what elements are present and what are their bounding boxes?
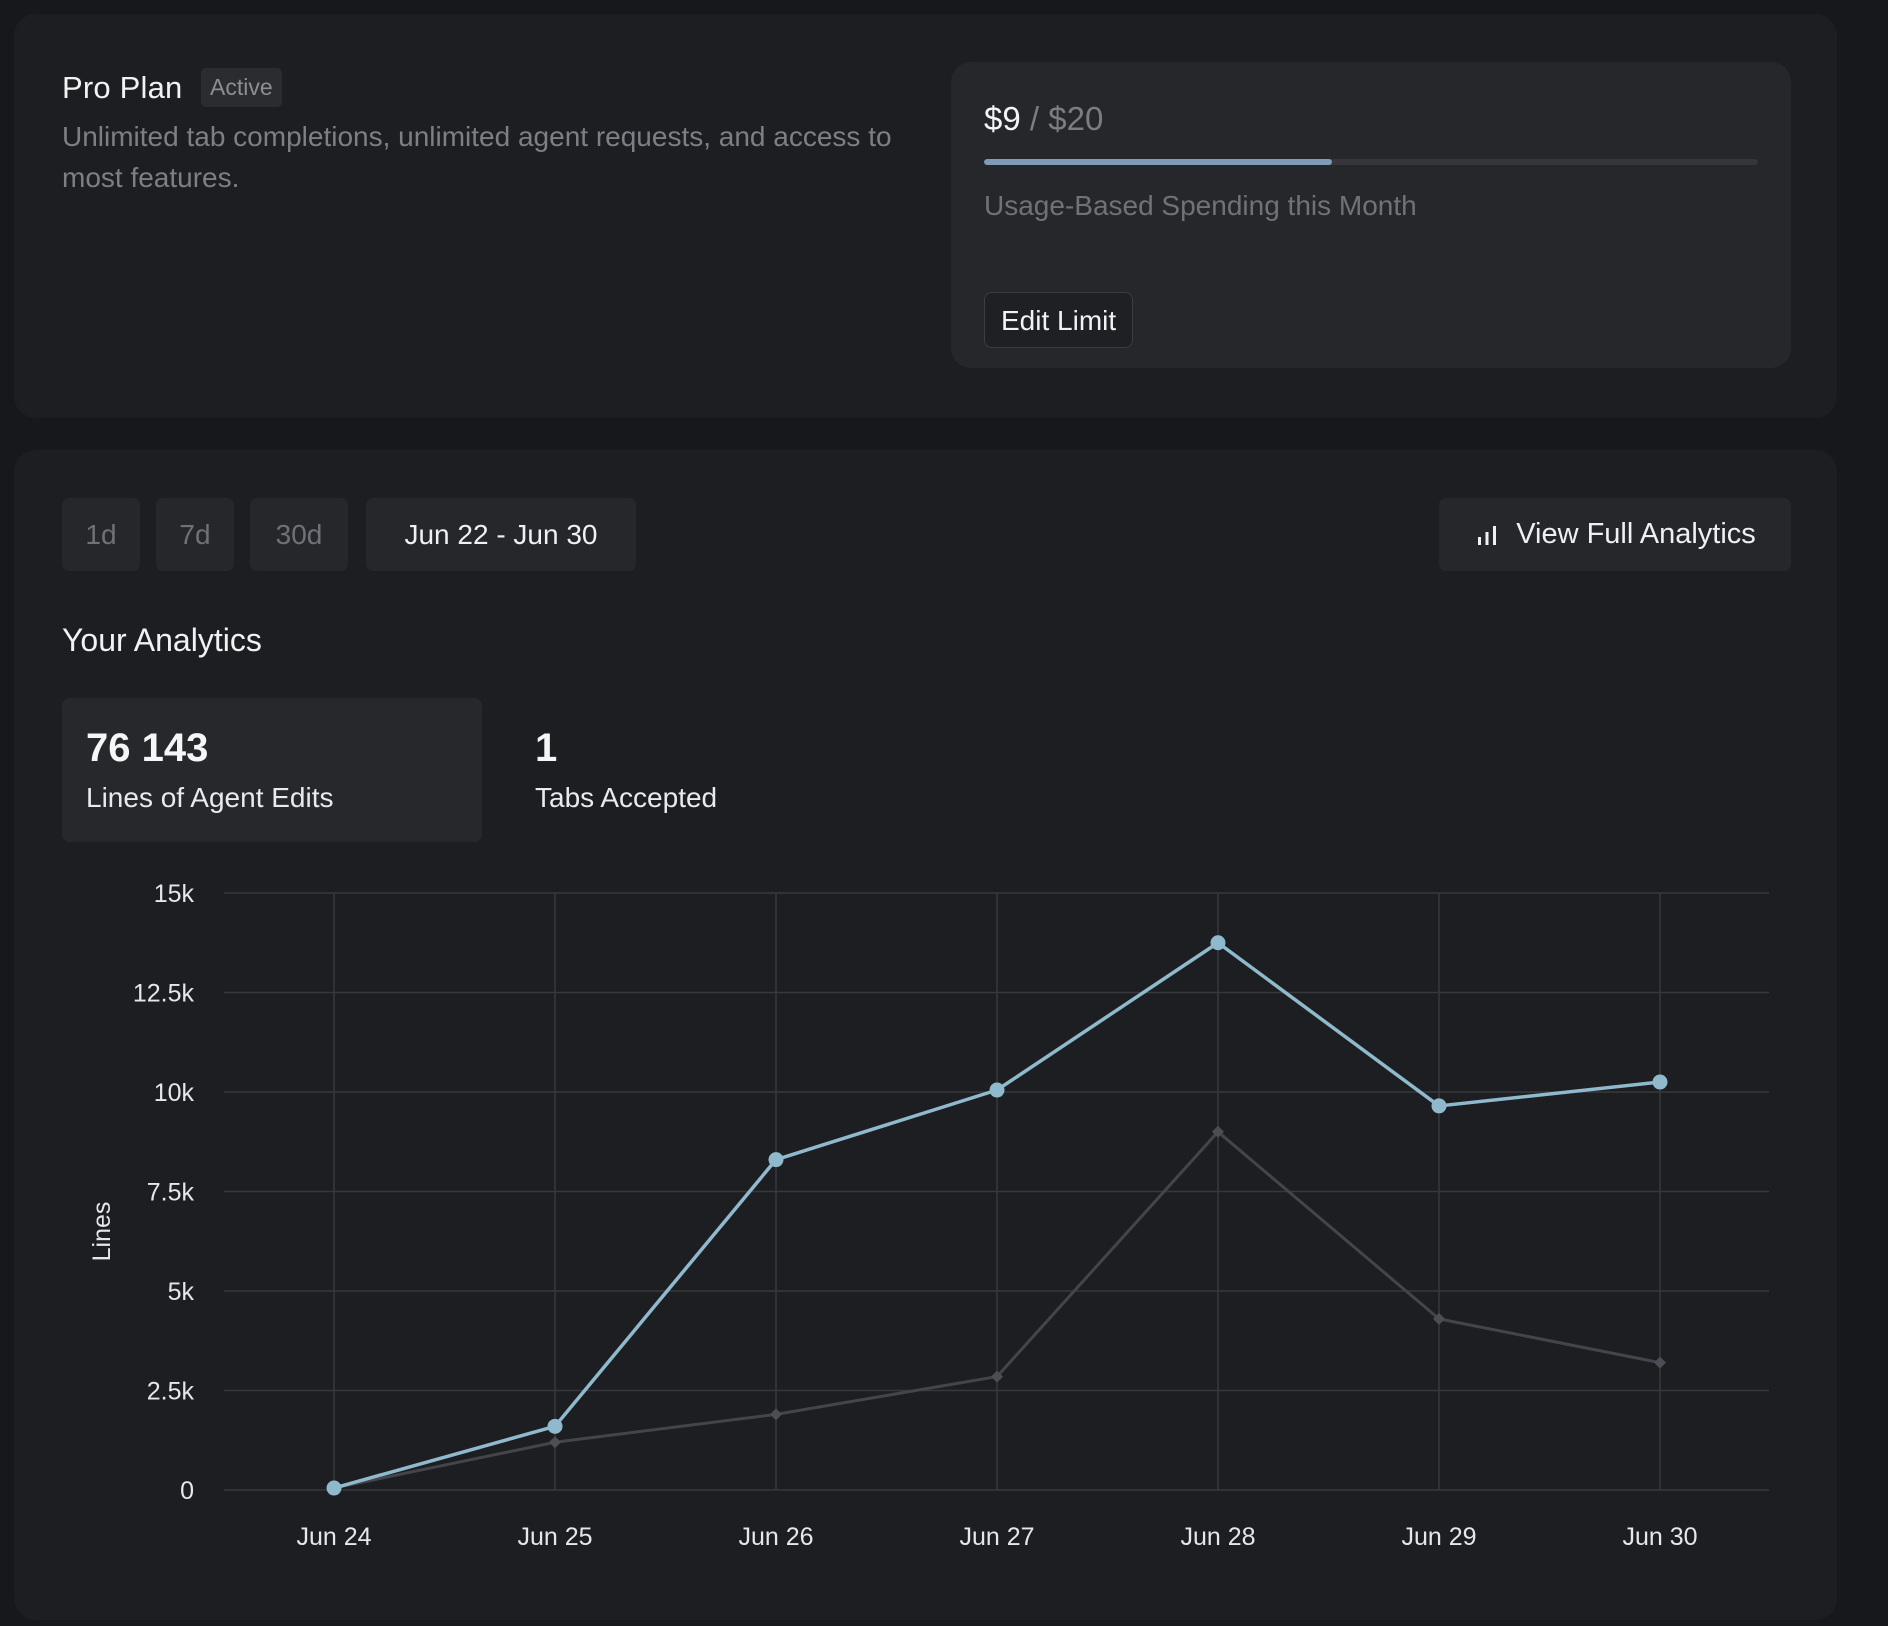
chart-grid [224, 892, 1769, 1491]
stat-value: 1 [535, 726, 558, 770]
range-7d-button[interactable]: 7d [156, 498, 234, 571]
analytics-title: Your Analytics [62, 622, 262, 658]
edit-limit-button[interactable]: Edit Limit [984, 292, 1134, 348]
x-tick-label: Jun 25 [517, 1523, 592, 1551]
line-chart: 0 2.5k 5k 7.5k 10k 12.5k 15k Jun 24 Jun 25 Jun 26… [88, 880, 1769, 1551]
x-tick-label: Jun 24 [296, 1523, 371, 1551]
data-point [1654, 1356, 1666, 1369]
usage-limit: $20 [1048, 100, 1104, 137]
usage-caption: Usage-Based Spending this Month [984, 190, 1417, 221]
data-point [326, 1480, 342, 1496]
x-tick-label: Jun 30 [1622, 1523, 1697, 1551]
usage-spent: $9 [984, 100, 1021, 137]
y-axis-label: Lines [88, 1202, 116, 1262]
status-badge: Active [201, 68, 282, 107]
y-tick-label: 15k [154, 880, 195, 908]
data-point [991, 1370, 1003, 1383]
data-point [1652, 1074, 1668, 1090]
bar-chart-icon [1478, 525, 1497, 545]
x-tick-label: Jun 28 [1180, 1523, 1255, 1551]
y-tick-label: 0 [180, 1477, 194, 1505]
usage-progress-fill [984, 159, 1333, 165]
x-tick-label: Jun 26 [738, 1523, 813, 1551]
stat-value: 76 143 [86, 726, 209, 770]
data-point [549, 1436, 561, 1449]
data-point [1431, 1098, 1447, 1114]
data-point [1433, 1312, 1445, 1325]
data-point [989, 1082, 1005, 1098]
y-tick-label: 10k [154, 1079, 195, 1107]
plan-description: Unlimited tab completions, unlimited age… [62, 121, 892, 193]
x-tick-label: Jun 27 [959, 1523, 1034, 1551]
range-30d-button[interactable]: 30d [250, 498, 348, 571]
range-1d-button[interactable]: 1d [62, 498, 140, 571]
usage-separator: / [1029, 100, 1040, 137]
view-full-analytics-button[interactable]: View Full Analytics [1439, 498, 1791, 571]
stat-lines-agent-edits[interactable]: 76 143 Lines of Agent Edits [62, 698, 482, 842]
plan-card: Pro Plan Active Unlimited tab completion… [14, 14, 1837, 418]
y-tick-label: 7.5k [147, 1179, 195, 1207]
date-range-button[interactable]: Jun 22 - Jun 30 [366, 498, 636, 571]
stat-label: Tabs Accepted [535, 782, 718, 813]
plan-title: Pro Plan [62, 70, 183, 105]
data-point [770, 1408, 782, 1421]
analytics-card: 1d 7d 30d Jun 22 - Jun 30 View Full Anal… [14, 450, 1837, 1620]
x-tick-label: Jun 29 [1401, 1523, 1476, 1551]
data-point [1212, 1125, 1224, 1138]
chart-series [326, 935, 1668, 1496]
stat-label: Lines of Agent Edits [86, 782, 334, 813]
usage-progress-bar [984, 159, 1758, 165]
data-point [768, 1152, 784, 1168]
usage-panel: $9 / $20 Usage-Based Spending this Month… [951, 62, 1791, 368]
chart-labels: 0 2.5k 5k 7.5k 10k 12.5k 15k Jun 24 Jun 25 Jun 26… [88, 880, 1698, 1551]
stat-tabs-accepted[interactable]: 1 Tabs Accepted [511, 698, 931, 842]
view-full-analytics-label: View Full Analytics [1516, 518, 1756, 550]
y-tick-label: 5k [168, 1278, 195, 1306]
data-point [1210, 935, 1226, 951]
y-tick-label: 2.5k [147, 1378, 195, 1406]
data-point [547, 1418, 563, 1434]
usage-amount: $9 / $20 [984, 100, 1103, 138]
y-tick-label: 12.5k [133, 980, 195, 1008]
